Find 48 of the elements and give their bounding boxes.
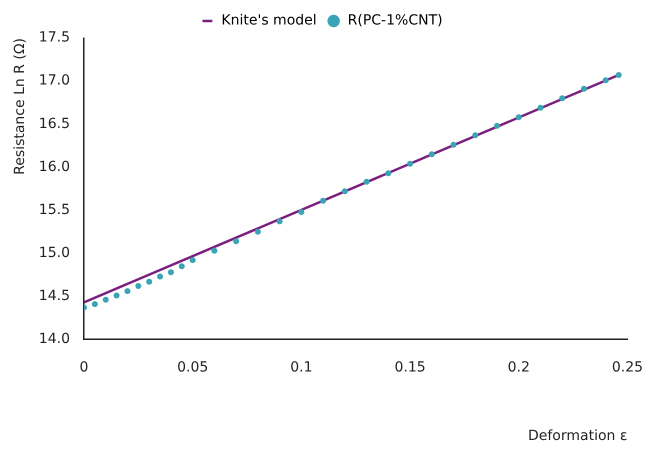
point [537, 104, 544, 111]
point [472, 132, 478, 138]
point [342, 188, 348, 194]
point [580, 86, 587, 92]
point [494, 122, 500, 129]
y-tick-label: 17.0 [38, 72, 70, 89]
point [364, 178, 370, 185]
point [428, 151, 435, 158]
y-tick-label: 15.5 [38, 202, 70, 218]
y-axis-title: Resistance Ln R (Ω) [12, 38, 28, 175]
x-tick-label: 0.15 [394, 359, 426, 376]
x-axis-title: Deformation ε [528, 428, 628, 444]
point [602, 77, 609, 84]
y-tick-label: 15.0 [38, 244, 70, 261]
y-tick-label: 14.5 [38, 288, 70, 304]
y-tick-label: 16.0 [38, 158, 70, 175]
point [124, 288, 130, 294]
point [385, 170, 392, 176]
point [254, 228, 261, 235]
y-tick-label: 17.5 [38, 30, 70, 46]
point [233, 238, 240, 244]
y-tick-label: 16.5 [38, 116, 70, 132]
x-tick-label: 0 [80, 359, 88, 376]
x-tick-label: 0.2 [508, 359, 530, 376]
point [516, 114, 522, 120]
x-tick-label: 0.1 [290, 359, 312, 376]
legend-label: Knite's model [221, 12, 317, 29]
legend-label: R(PC-1%CNT) [348, 12, 443, 29]
point [407, 160, 414, 167]
point [146, 278, 152, 285]
point [450, 142, 457, 148]
point [320, 198, 326, 204]
point [276, 218, 283, 224]
point [92, 301, 98, 308]
y-tick-label: 14.0 [38, 331, 70, 348]
point [559, 95, 566, 102]
point [211, 248, 218, 254]
point [178, 263, 185, 270]
x-tick-label: 0.05 [177, 359, 208, 376]
x-tick-label: 0.25 [612, 359, 643, 376]
point [190, 257, 196, 264]
point [114, 292, 120, 298]
point [102, 296, 109, 303]
point [135, 283, 142, 290]
point [298, 208, 304, 215]
point [157, 274, 164, 280]
point [616, 72, 622, 78]
point [168, 269, 174, 276]
